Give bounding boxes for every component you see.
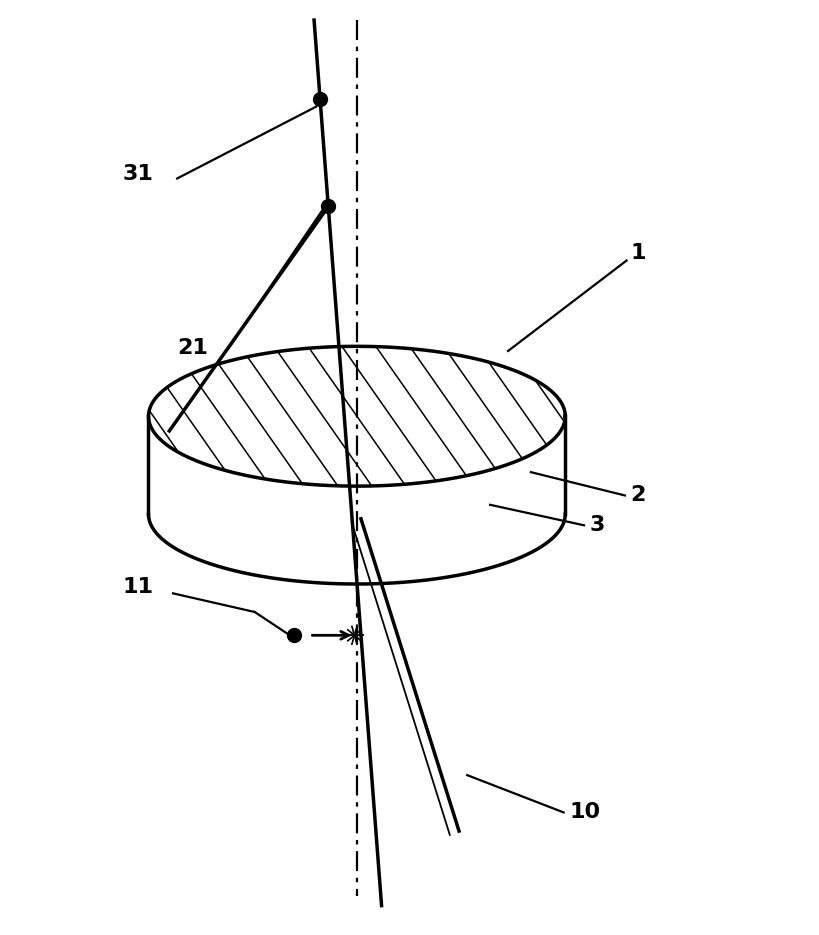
Text: 3: 3 [589, 515, 604, 536]
Text: 1: 1 [630, 243, 645, 263]
Text: 11: 11 [122, 577, 153, 597]
Text: 21: 21 [177, 338, 208, 358]
Text: 2: 2 [630, 485, 645, 506]
Text: 31: 31 [122, 164, 153, 184]
Text: 10: 10 [568, 802, 600, 823]
